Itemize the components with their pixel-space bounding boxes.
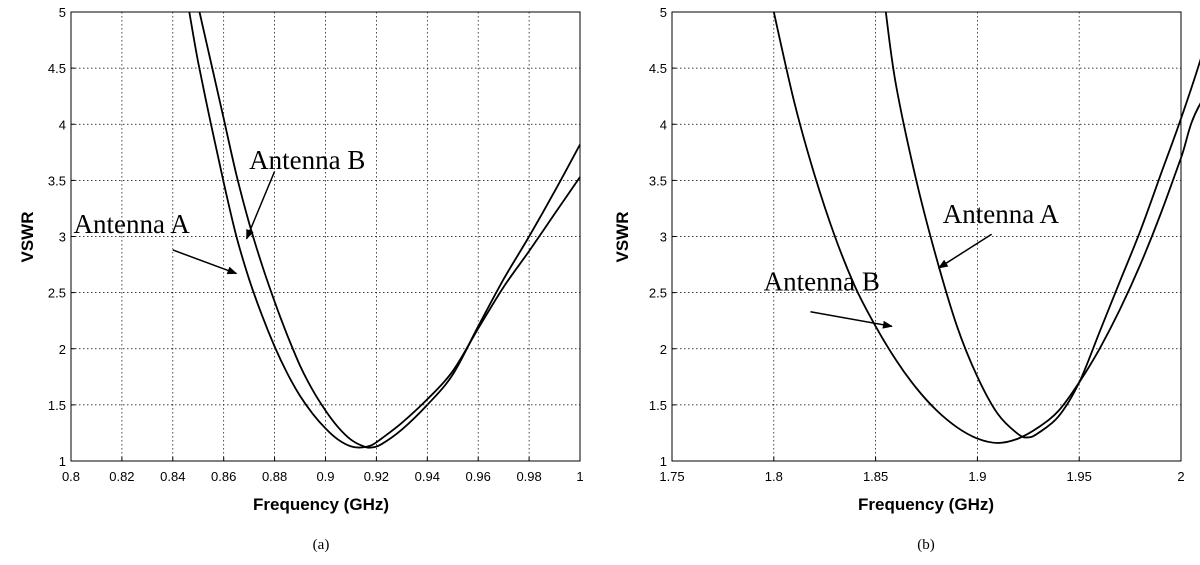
annotation-arrow	[245, 171, 276, 240]
x-axis-label-b: Frequency (GHz)	[858, 495, 994, 514]
series-layer-a	[188, 11, 581, 449]
x-axis-label-a: Frequency (GHz)	[253, 495, 389, 514]
y-tick-label: 4	[660, 117, 667, 132]
y-tick-label: 3	[660, 230, 667, 245]
y-tick-label: 2	[660, 342, 667, 357]
y-tick-label: 2.5	[48, 286, 66, 301]
y-axis-label-a: VSWR	[18, 212, 37, 263]
annotations-b: Antenna A Antenna B	[764, 199, 1060, 329]
x-tick-label: 2	[1177, 469, 1184, 484]
y-tick-label: 4	[59, 117, 66, 132]
grid-lines-b	[672, 12, 1181, 461]
x-tick-label: 0.94	[415, 469, 440, 484]
annotation-label: Antenna A	[943, 199, 1060, 229]
x-tick-label: 1.9	[968, 469, 986, 484]
y-tick-label: 1	[59, 454, 66, 469]
x-tick-label: 0.86	[211, 469, 236, 484]
y-tick-label: 4.5	[649, 61, 667, 76]
x-tick-label: 1.95	[1067, 469, 1092, 484]
y-tick-label: 4.5	[48, 61, 66, 76]
tick-labels-b: 1.75 1.8 1.85 1.9 1.95 2 1 1.5 2 2.5 3 3.5 4 4.5 5	[649, 5, 1185, 484]
annotation-label: Antenna B	[764, 266, 880, 296]
series-line-antenna-b	[772, 11, 1200, 444]
x-tick-label: 0.84	[160, 469, 185, 484]
x-tick-label: 1.75	[659, 469, 684, 484]
x-tick-label: 0.88	[262, 469, 287, 484]
y-tick-label: 3.5	[48, 173, 66, 188]
series-layer-b	[772, 11, 1200, 444]
grid-lines-a	[71, 12, 580, 461]
x-tick-label: 0.82	[109, 469, 134, 484]
annotations-a: Antenna B Antenna A	[74, 145, 365, 275]
annotation-arrow	[172, 249, 238, 275]
tick-labels-a: 0.8 0.82 0.84 0.86 0.88 0.9 0.92 0.94 0.96 0.98 1 1…	[48, 5, 584, 484]
series-line-antenna-a	[188, 11, 581, 449]
series-line-antenna-b	[198, 11, 581, 449]
x-tick-label: 1.8	[765, 469, 783, 484]
x-tick-label: 0.9	[316, 469, 334, 484]
y-tick-label: 3	[59, 230, 66, 245]
y-tick-label: 2	[59, 342, 66, 357]
chart-panel-b: 1.75 1.8 1.85 1.9 1.95 2 1 1.5 2 2.5 3 3.5 4 4.5 5 Ant…	[613, 5, 1200, 553]
y-tick-label: 2.5	[649, 286, 667, 301]
x-tick-label: 0.92	[364, 469, 389, 484]
annotation-arrow	[937, 233, 993, 269]
annotation-label: Antenna A	[74, 209, 191, 239]
y-tick-label: 1.5	[649, 398, 667, 413]
x-tick-label: 1.85	[863, 469, 888, 484]
y-axis-label-b: VSWR	[613, 212, 632, 263]
series-line-antenna-a	[884, 11, 1200, 439]
y-tick-label: 1.5	[48, 398, 66, 413]
caption-a: (a)	[313, 537, 330, 553]
annotation-arrow	[810, 310, 893, 329]
x-tick-label: 0.96	[466, 469, 491, 484]
chart-panel-a: 0.8 0.82 0.84 0.86 0.88 0.9 0.92 0.94 0.96 0.98 1 1…	[18, 5, 584, 553]
x-tick-label: 1	[576, 469, 583, 484]
x-tick-label: 0.98	[516, 469, 541, 484]
annotation-label: Antenna B	[249, 145, 365, 175]
y-tick-label: 1	[660, 454, 667, 469]
y-tick-label: 3.5	[649, 173, 667, 188]
x-tick-label: 0.8	[62, 469, 80, 484]
caption-b: (b)	[917, 537, 935, 553]
y-tick-label: 5	[59, 5, 66, 20]
y-tick-label: 5	[660, 5, 667, 20]
